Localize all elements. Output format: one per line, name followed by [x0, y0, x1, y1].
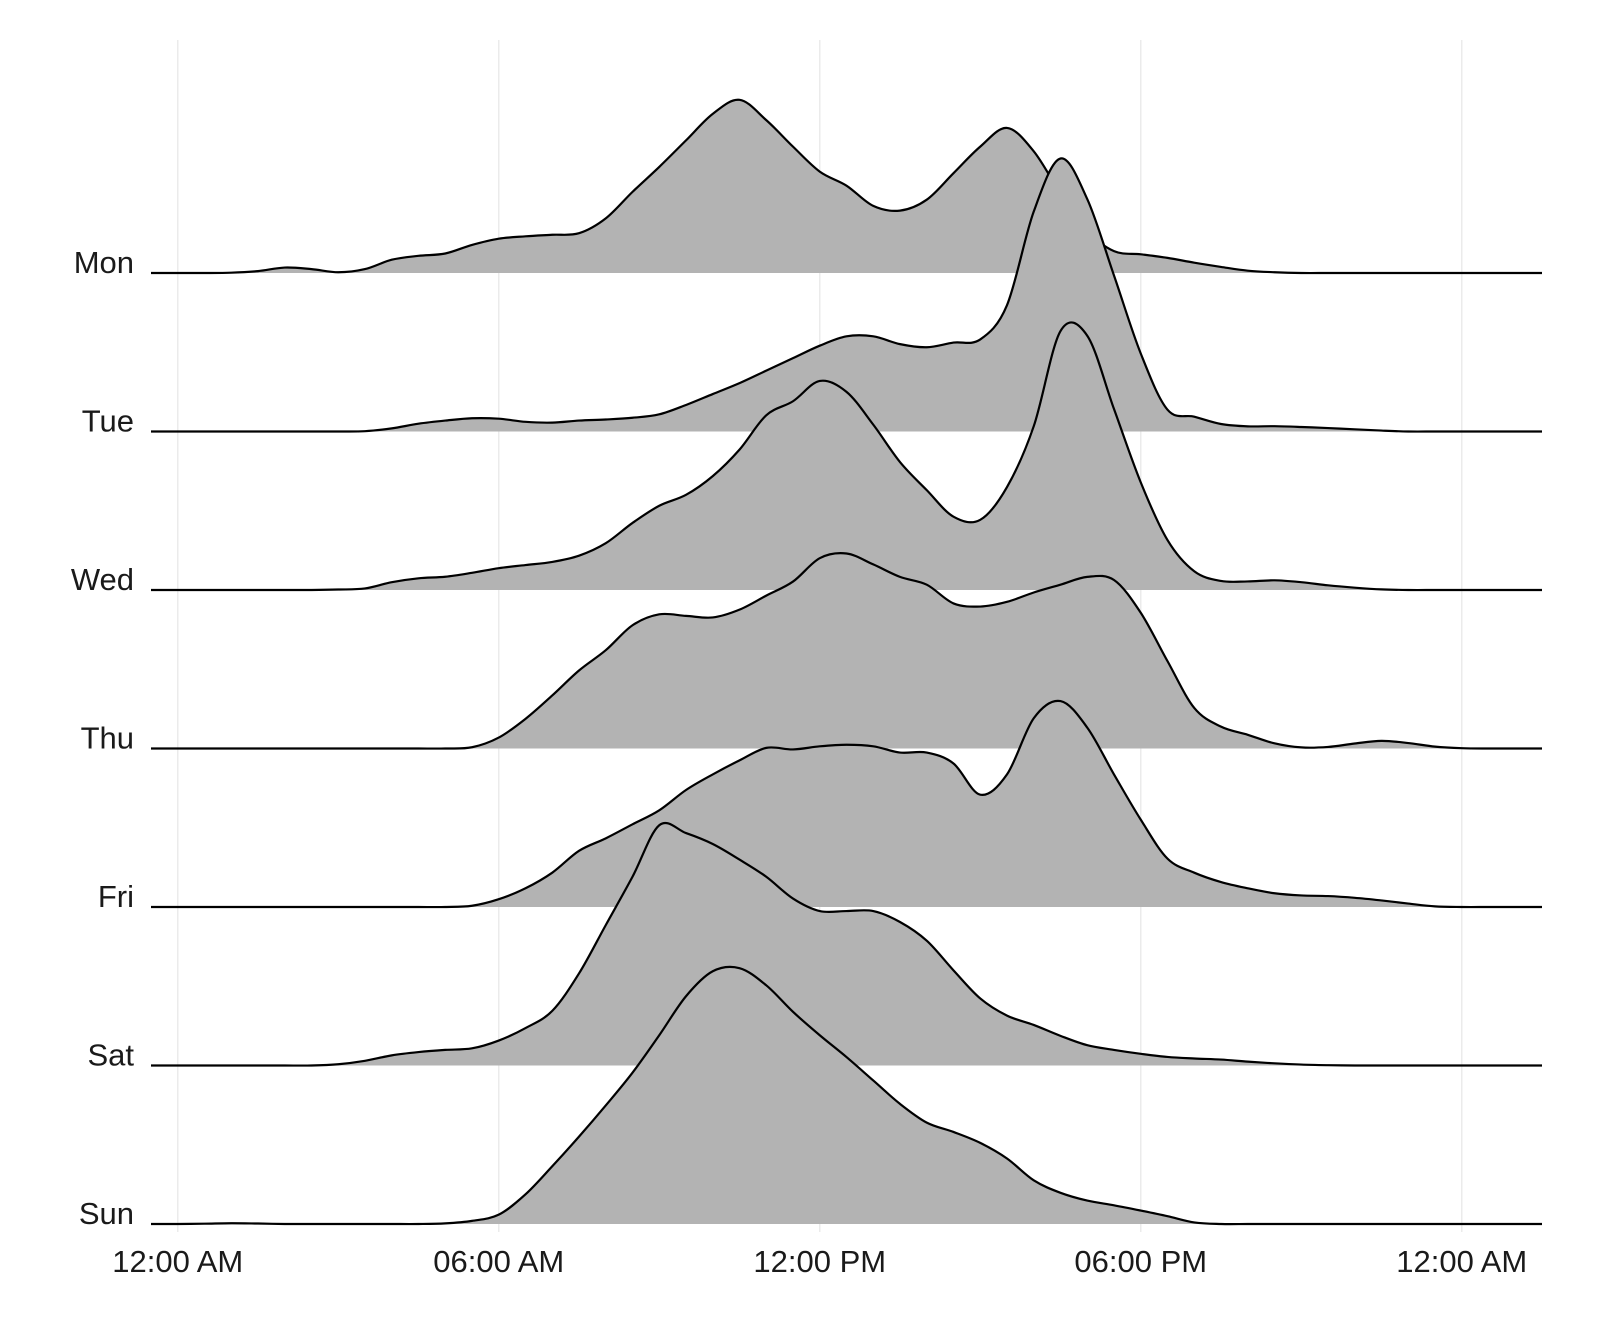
ridge-line-mon	[151, 98, 1542, 275]
ridge-line-wed	[151, 321, 1542, 592]
day-label-thu: Thu	[81, 721, 134, 756]
x-tick-label-1: 06:00 AM	[433, 1244, 564, 1279]
ridge-thu	[151, 552, 1542, 750]
ridge-area-thu	[151, 553, 1542, 749]
ridge-mon	[151, 98, 1542, 275]
x-tick-labels: 12:00 AM 06:00 AM 12:00 PM 06:00 PM 12:0…	[112, 1244, 1527, 1279]
ridge-line-tue	[151, 157, 1542, 433]
ridge-sun	[150, 965, 1542, 1226]
day-label-sun: Sun	[79, 1196, 134, 1231]
ridge-area-sat	[151, 822, 1542, 1066]
ridge-area-fri	[151, 700, 1542, 908]
ridges	[150, 98, 1542, 1226]
ridge-tue	[151, 157, 1542, 433]
ridge-line-fri	[150, 699, 1542, 909]
x-tick-label-3: 06:00 PM	[1074, 1244, 1207, 1279]
ridge-line-sun	[150, 965, 1542, 1226]
ridge-area-wed	[151, 322, 1542, 591]
ridge-area-sun	[151, 966, 1542, 1225]
day-labels: Mon Tue Wed Thu Fri Sat Sun	[71, 245, 135, 1231]
ridge-line-sat	[151, 821, 1542, 1067]
day-label-mon: Mon	[74, 245, 134, 280]
x-tick-label-4: 12:00 AM	[1396, 1244, 1527, 1279]
day-label-fri: Fri	[98, 879, 134, 914]
ridge-line-thu	[151, 552, 1542, 750]
day-label-wed: Wed	[71, 562, 134, 597]
day-label-tue: Tue	[82, 404, 134, 439]
ridge-wed	[151, 321, 1542, 592]
x-tick-label-2: 12:00 PM	[753, 1244, 886, 1279]
x-tick-label-0: 12:00 AM	[112, 1244, 243, 1279]
ridge-fri	[150, 699, 1542, 909]
ridge-area-tue	[151, 158, 1542, 432]
day-label-sat: Sat	[87, 1038, 134, 1073]
ridge-sat	[151, 821, 1542, 1067]
